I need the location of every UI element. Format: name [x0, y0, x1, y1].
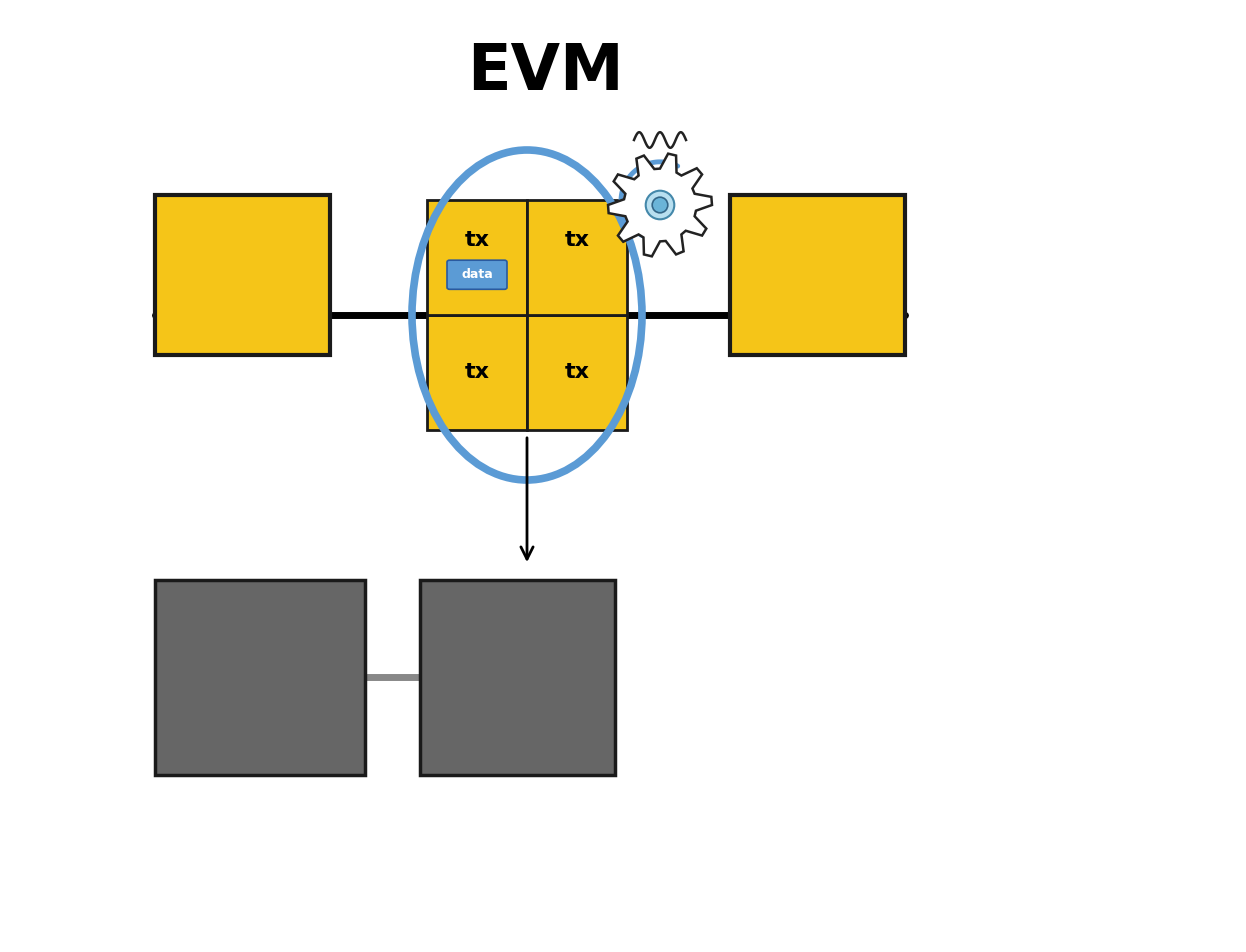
Text: tx: tx: [564, 363, 589, 383]
Text: tx: tx: [465, 230, 490, 250]
Ellipse shape: [645, 190, 674, 219]
Text: tx: tx: [564, 230, 589, 250]
Bar: [420, 580, 616, 775]
Bar: [427, 200, 527, 315]
Text: EVM: EVM: [467, 41, 623, 103]
Bar: [527, 200, 627, 315]
FancyBboxPatch shape: [447, 260, 507, 289]
Text: data: data: [461, 268, 493, 281]
Bar: [527, 315, 627, 430]
Bar: [155, 195, 330, 355]
Ellipse shape: [652, 197, 668, 213]
Text: tx: tx: [465, 363, 490, 383]
Bar: [155, 580, 365, 775]
Bar: [730, 195, 905, 355]
Bar: [427, 315, 527, 430]
Polygon shape: [608, 153, 711, 256]
